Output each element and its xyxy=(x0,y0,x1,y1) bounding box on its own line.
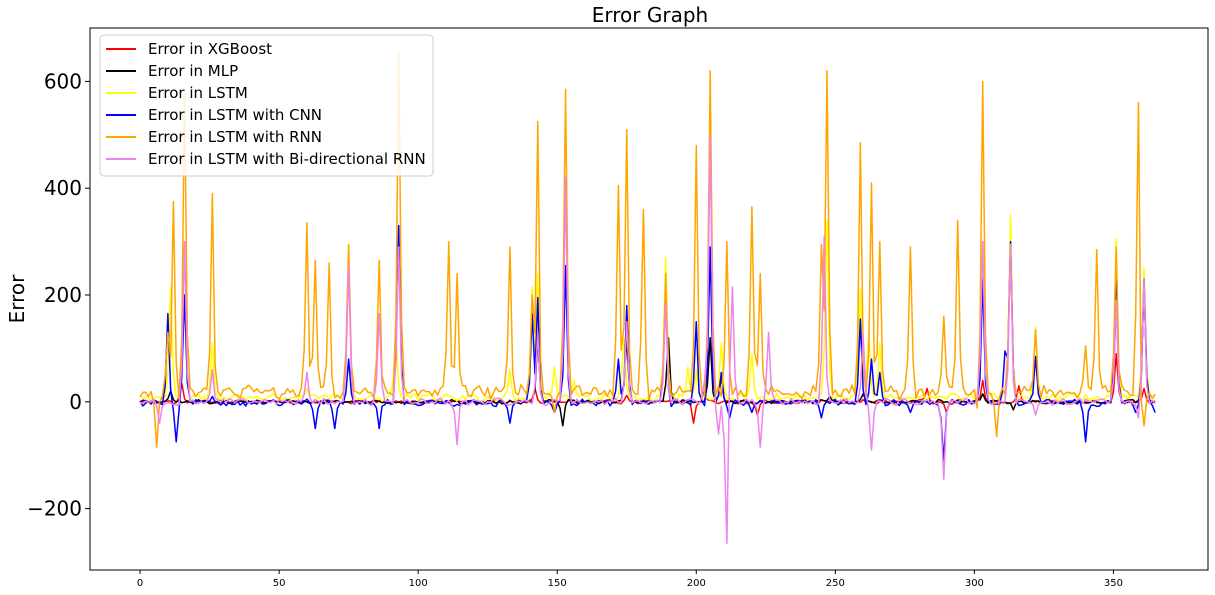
x-axis-ticks: 0 50 100 150 200 250 300 350 xyxy=(137,570,1123,589)
y-axis-ticks: −200 0 200 400 600 xyxy=(27,69,90,521)
series-line-5 xyxy=(139,134,1156,545)
y-tick-label: 600 xyxy=(44,69,82,93)
chart-title: Error Graph xyxy=(592,3,708,27)
series-line-1 xyxy=(139,278,1156,427)
legend-label: Error in MLP xyxy=(148,62,238,80)
y-tick-label: −200 xyxy=(27,497,82,521)
y-tick-label: 400 xyxy=(44,176,82,200)
x-tick-label: 300 xyxy=(965,578,984,589)
x-tick-label: 100 xyxy=(409,578,428,589)
y-tick-label: 0 xyxy=(69,390,82,414)
series-line-4 xyxy=(139,51,1156,448)
legend-box xyxy=(99,34,434,177)
legend-label: Error in LSTM with CNN xyxy=(148,106,322,124)
legend: Error in XGBoost Error in MLP Error in LST… xyxy=(99,34,434,177)
legend-label: Error in LSTM xyxy=(148,84,248,102)
x-tick-label: 350 xyxy=(1104,578,1123,589)
y-tick-label: 200 xyxy=(44,283,82,307)
x-tick-label: 0 xyxy=(137,578,143,589)
legend-label: Error in LSTM with Bi-directional RNN xyxy=(148,150,426,168)
legend-label: Error in LSTM with RNN xyxy=(148,128,322,146)
x-tick-label: 200 xyxy=(687,578,706,589)
series-layer xyxy=(139,51,1156,545)
x-tick-label: 250 xyxy=(826,578,845,589)
x-tick-label: 150 xyxy=(548,578,567,589)
legend-label: Error in XGBoost xyxy=(148,40,272,58)
x-tick-label: 50 xyxy=(273,578,286,589)
series-line-3 xyxy=(139,224,1156,462)
y-axis-title: Error xyxy=(5,274,29,324)
plot-frame xyxy=(89,27,1209,571)
